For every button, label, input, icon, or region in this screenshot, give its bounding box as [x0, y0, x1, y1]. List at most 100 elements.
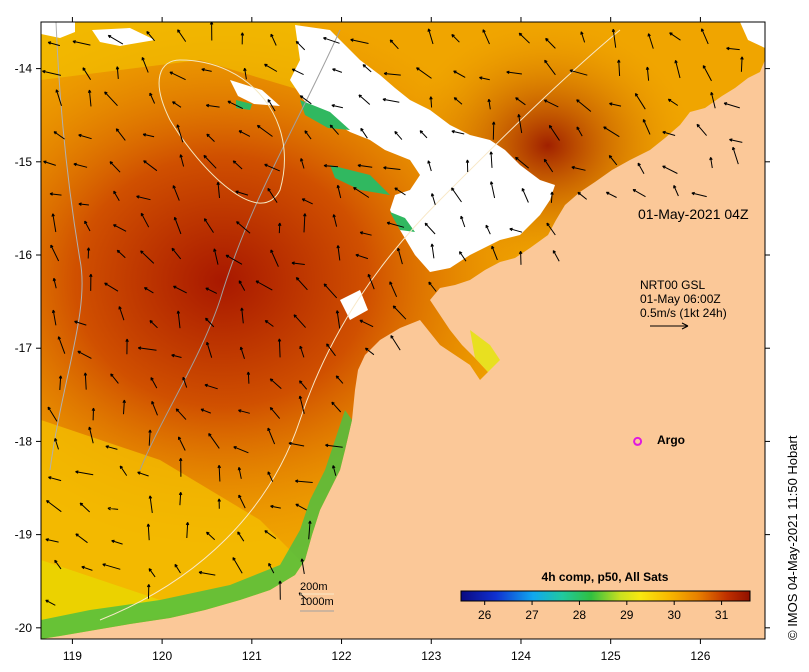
- current-arrow-icon: [104, 91, 118, 107]
- current-arrow-icon: [240, 32, 245, 45]
- colorbar-ticks: 26 27 28 29 30 31: [478, 601, 729, 622]
- current-arrow-icon: [544, 59, 556, 76]
- current-arrow-icon: [674, 59, 681, 79]
- current-arrow-icon: [79, 502, 91, 513]
- lat-tick-label: -17: [15, 341, 33, 355]
- current-arrow-icon: [140, 212, 150, 228]
- current-arrow-icon: [336, 184, 342, 199]
- current-arrow-icon: [577, 191, 588, 200]
- current-arrow-icon: [353, 187, 370, 198]
- current-arrow-icon: [669, 32, 681, 41]
- current-arrow-icon: [148, 568, 156, 578]
- current-arrow-icon: [235, 190, 249, 196]
- current-arrow-icon: [102, 563, 121, 570]
- current-arrow-icon: [116, 249, 126, 259]
- current-arrow-icon: [603, 126, 620, 138]
- current-arrow-icon: [427, 160, 432, 172]
- argo-float-icon: [633, 436, 643, 446]
- current-arrow-icon: [111, 539, 123, 545]
- current-arrow-icon: [143, 160, 158, 172]
- current-arrow-icon: [84, 220, 91, 232]
- current-arrow-icon: [611, 28, 617, 48]
- current-arrow-icon: [118, 306, 125, 321]
- current-arrow-icon: [390, 335, 401, 351]
- current-arrow-icon: [453, 97, 463, 105]
- current-arrow-icon: [238, 409, 250, 414]
- current-arrow-icon: [729, 138, 743, 143]
- current-arrow-icon: [176, 310, 181, 329]
- current-arrow-icon: [632, 189, 646, 198]
- current-arrow-icon: [576, 126, 583, 137]
- lon-tick-label: 121: [242, 649, 262, 663]
- current-arrow-icon: [74, 320, 87, 326]
- current-arrow-icon: [255, 280, 273, 291]
- current-arrow-icon: [43, 160, 56, 166]
- lon-tick-label: 123: [421, 649, 441, 663]
- lon-tick-label: 120: [152, 649, 172, 663]
- current-arrow-icon: [267, 471, 274, 482]
- current-arrow-icon: [359, 231, 372, 236]
- current-arrow-icon: [323, 283, 338, 299]
- current-arrow-icon: [119, 465, 128, 476]
- colorbar-tick-label: 28: [573, 608, 587, 622]
- current-arrow-icon: [203, 154, 217, 169]
- current-arrow-icon: [237, 467, 242, 479]
- current-arrow-icon: [205, 317, 215, 328]
- current-arrow-icon: [331, 104, 344, 109]
- depth-contour-200m: [99, 29, 621, 621]
- lat-tick-label: -15: [15, 155, 33, 169]
- current-arrow-icon: [382, 98, 400, 103]
- current-arrow-icon: [237, 531, 245, 542]
- current-legend: NRT00 GSL 01-May 06:00Z 0.5m/s (1kt 24h): [640, 278, 727, 330]
- current-arrow-icon: [295, 40, 306, 51]
- current-arrow-icon: [329, 124, 339, 135]
- lon-tick-label: 125: [601, 649, 621, 663]
- current-arrow-icon: [489, 181, 496, 199]
- current-arrow-icon: [291, 261, 305, 265]
- coastal-cool-fringe: [41, 410, 352, 639]
- current-arrow-icon: [256, 124, 273, 137]
- current-arrow-icon: [104, 282, 119, 292]
- current-arrow-icon: [325, 443, 343, 448]
- current-arrow-icon: [137, 471, 149, 477]
- current-arrow-icon: [465, 159, 470, 173]
- current-arrow-icon: [451, 34, 460, 43]
- current-arrow-icon: [225, 254, 243, 265]
- current-arrow-icon: [383, 71, 401, 76]
- current-arrow-icon: [518, 250, 523, 265]
- current-arrow-icon: [491, 245, 498, 261]
- current-arrow-icon: [51, 213, 57, 233]
- current-arrow-icon: [268, 562, 275, 574]
- current-arrow-icon: [270, 249, 279, 267]
- current-arrow-icon: [367, 273, 375, 290]
- current-arrow-icon: [173, 285, 187, 294]
- argo-label: Argo: [657, 433, 685, 447]
- current-arrow-icon: [178, 491, 183, 506]
- cloud-ne: [740, 22, 765, 48]
- current-arrow-icon: [740, 56, 744, 72]
- current-arrow-icon: [518, 32, 530, 44]
- depth-label-1000m: 1000m: [300, 596, 334, 608]
- current-arrow-icon: [264, 320, 274, 327]
- current-arrow-icon: [45, 599, 56, 606]
- current-arrow-icon: [357, 163, 373, 168]
- cloud-patch: [230, 80, 280, 106]
- colorbar-gradient: [460, 590, 751, 602]
- current-arrow-icon: [208, 432, 220, 449]
- current-arrow-icon: [580, 31, 586, 43]
- current-arrow-icon: [416, 67, 432, 79]
- imos-credit: © IMOS 04-May-2021 11:50 Hobart: [785, 435, 800, 640]
- current-arrow-icon: [47, 41, 61, 47]
- current-arrow-icon: [543, 158, 554, 173]
- current-arrow-icon: [113, 224, 127, 232]
- current-arrow-icon: [691, 191, 707, 198]
- current-arrow-icon: [332, 68, 343, 73]
- current-arrow-icon: [105, 445, 118, 450]
- current-arrow-icon: [176, 124, 184, 143]
- current-arrow-icon: [238, 130, 251, 137]
- current-arrow-icon: [482, 29, 490, 45]
- current-arrow-icon: [576, 99, 592, 112]
- lon-tick-label: 126: [690, 649, 710, 663]
- current-arrow-icon: [364, 347, 375, 356]
